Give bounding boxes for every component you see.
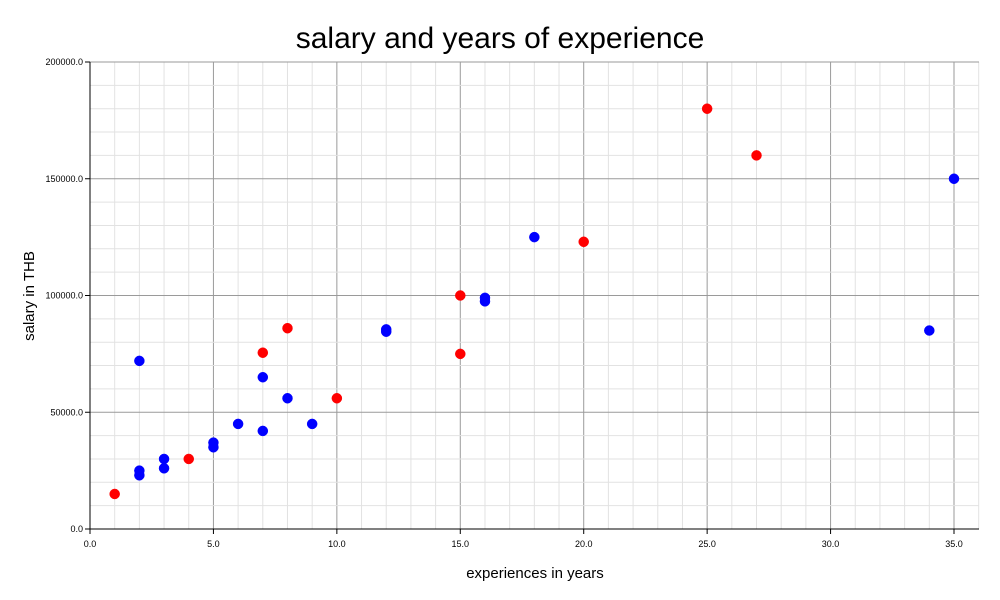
data-point	[282, 392, 293, 404]
data-point	[134, 470, 145, 481]
data-point	[257, 371, 269, 383]
data-point	[529, 231, 540, 243]
data-point	[306, 418, 318, 430]
data-point	[158, 453, 170, 465]
data-point	[924, 325, 935, 336]
data-point	[701, 103, 713, 114]
data-point	[380, 326, 392, 337]
data-point	[455, 290, 466, 301]
y-tick-label: 200000.0	[45, 57, 83, 67]
y-axis-label: salary in THB	[21, 251, 38, 341]
x-tick-label: 35.0	[945, 539, 963, 549]
data-point	[455, 348, 466, 360]
y-tick-label: 100000.0	[45, 291, 83, 301]
data-point	[751, 150, 762, 161]
ticks: 0.0 5.0 10.0 15.0 20.0 25.0 30.0 35.0 0.0 50000.0…	[45, 57, 962, 549]
y-tick-label: 150000.0	[45, 174, 83, 184]
data-point	[257, 347, 269, 358]
grid	[89, 61, 980, 530]
data-point	[109, 488, 120, 500]
y-tick-label: 0.0	[70, 524, 83, 534]
data-points	[109, 103, 960, 500]
x-tick-label: 10.0	[328, 539, 346, 549]
data-point	[183, 453, 194, 465]
data-point	[282, 322, 293, 334]
data-point	[158, 463, 170, 474]
data-point	[948, 173, 960, 184]
data-point	[232, 418, 244, 430]
chart-title: salary and years of experience	[296, 22, 705, 55]
data-point	[578, 236, 589, 248]
y-tick-label: 50000.0	[50, 407, 83, 417]
data-point	[331, 392, 343, 404]
x-axis-label: experiences in years	[466, 565, 604, 582]
data-point	[257, 425, 269, 437]
x-tick-label: 25.0	[698, 539, 716, 549]
data-point	[134, 355, 145, 367]
x-tick-label: 30.0	[822, 539, 840, 549]
x-tick-label: 20.0	[575, 539, 593, 549]
data-point	[479, 296, 491, 307]
x-tick-label: 15.0	[452, 539, 470, 549]
x-tick-label: 5.0	[207, 539, 220, 549]
data-point	[208, 442, 219, 453]
x-tick-label: 0.0	[84, 539, 97, 549]
